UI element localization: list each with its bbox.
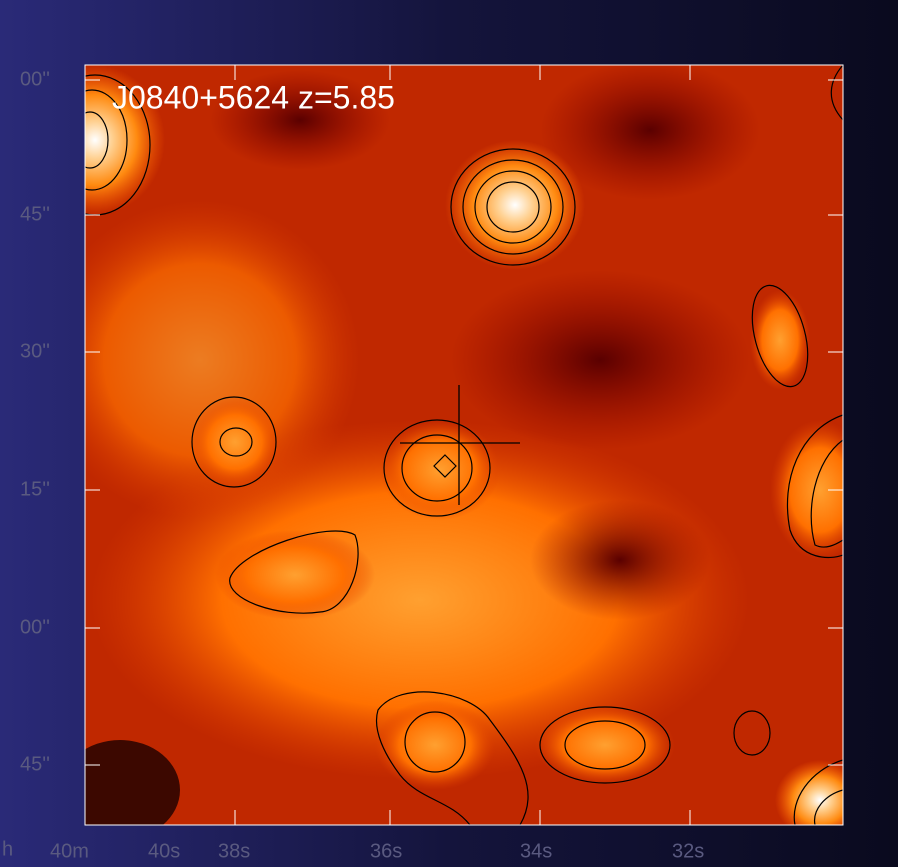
x-label: 34s (520, 840, 552, 862)
x-label: h (2, 838, 13, 860)
figure: J0840+5624 z=5.85 00'' 45'' 30'' 15'' 00… (0, 0, 898, 867)
y-label: 00'' (20, 68, 50, 90)
x-label: 40m (50, 840, 89, 862)
map (25, 60, 870, 840)
title: J0840+5624 z=5.85 (112, 79, 395, 115)
x-label: 36s (370, 840, 402, 862)
y-label: 15'' (20, 478, 50, 500)
y-label: 45'' (20, 203, 50, 225)
y-label: 00'' (20, 616, 50, 638)
x-label: 38s (218, 840, 250, 862)
x-label: 40s (148, 840, 180, 862)
x-label: 32s (672, 840, 704, 862)
y-label: 45'' (20, 753, 50, 775)
y-label: 30'' (20, 340, 50, 362)
